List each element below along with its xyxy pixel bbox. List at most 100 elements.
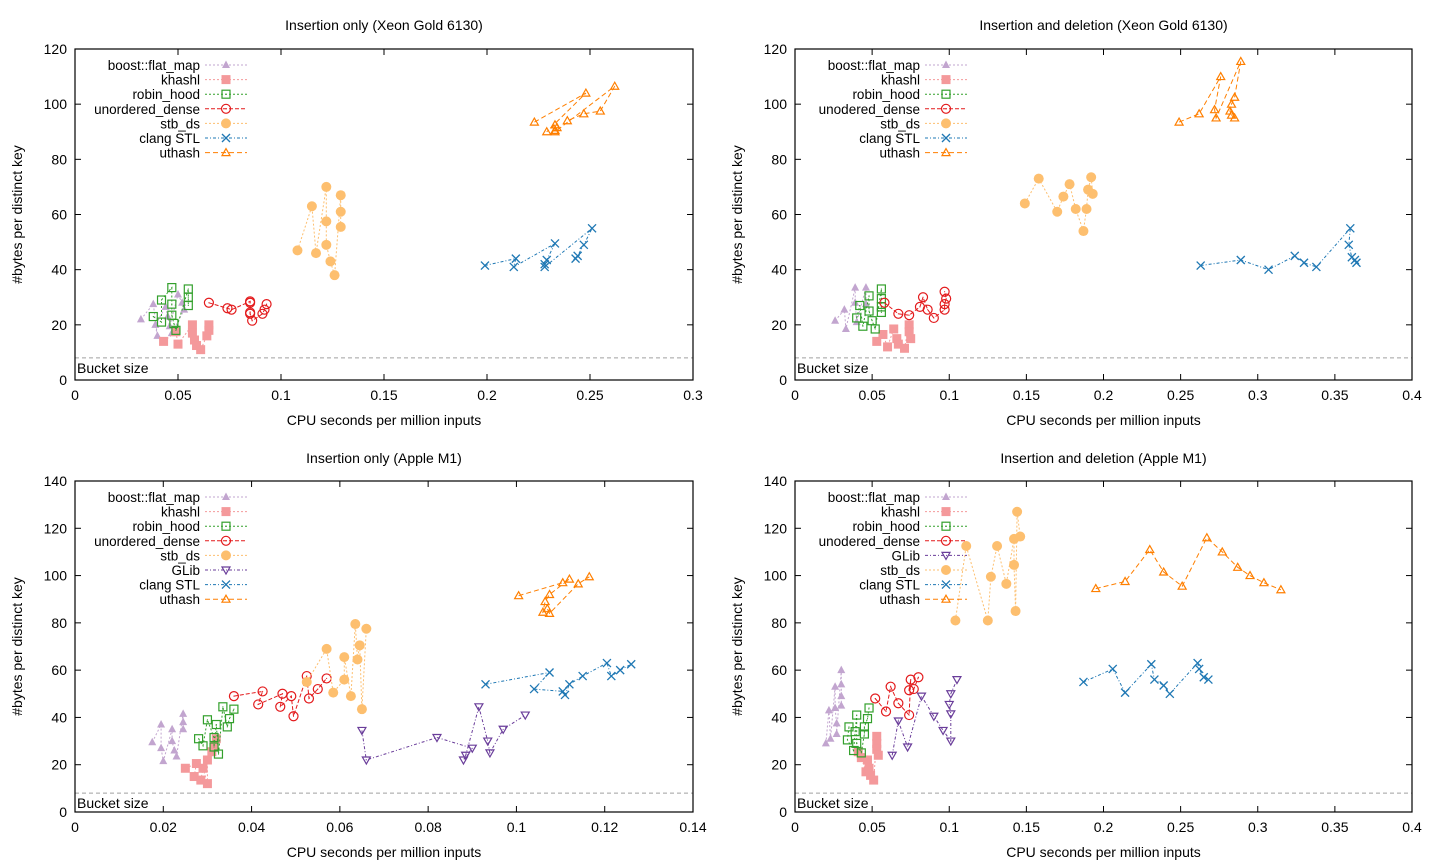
x-tick-label: 0.2 [1094,819,1114,835]
data-point [939,286,950,297]
data-point [1081,203,1092,214]
data-point-center [880,306,882,308]
data-point [179,709,188,717]
data-point-center [922,296,924,298]
data-point [224,714,235,724]
x-tick-label: 0 [71,819,79,835]
data-point [481,679,490,689]
plot-frame [794,480,1413,813]
data-point [1159,681,1169,690]
data-point [148,311,158,322]
data-point [1064,179,1075,190]
data-point [872,744,882,754]
series-line [361,704,526,761]
data-point [880,706,892,717]
y-tick-label: 40 [51,709,67,725]
data-point [941,293,952,304]
data-point-center [927,309,929,311]
chart-panel: Insertion only (Xeon Gold 6130) Bucket si… [9,17,703,428]
data-point [831,703,840,711]
y-tick-label: 100 [44,568,68,584]
data-point [458,756,469,766]
series-stb-ds [292,181,346,281]
data-point [196,345,206,355]
x-tick-label: 0.02 [150,819,177,835]
data-point [540,596,551,606]
data-point [852,317,861,326]
series-khashl [872,320,916,353]
data-point-center [213,737,215,739]
data-point [213,749,224,759]
data-point [1299,258,1309,268]
data-point [173,339,183,349]
data-point-center [944,291,946,293]
legend-marker [220,566,232,576]
data-point [345,691,356,702]
series-line [874,677,919,717]
data-point [1226,98,1237,108]
data-point [209,732,219,743]
data-point [859,729,870,739]
data-point [571,254,581,264]
data-point [545,668,554,677]
data-point [1217,546,1228,556]
data-point [509,262,519,272]
legend-item: stb_ds [880,563,967,578]
data-point [945,737,956,747]
data-point [856,748,866,758]
data-point [329,270,340,281]
data-point [159,336,169,346]
data-point [602,658,612,668]
data-point [1070,203,1081,214]
data-point [1235,56,1246,66]
legend-marker [221,580,231,590]
data-point [1215,71,1226,81]
data-point [1086,172,1097,183]
legend-item: uthash [879,146,967,161]
data-point [544,608,555,618]
data-point [855,300,865,311]
data-point [1258,577,1269,587]
y-tick-label: 120 [44,41,68,57]
data-point [189,772,199,782]
y-tick-label: 100 [44,96,68,112]
data-point [939,304,950,315]
legend-item: unordered_dense [94,102,247,117]
series-clang-stl [1078,658,1213,699]
data-point-center [249,300,251,302]
data-point [335,221,346,232]
legend-item: boost::flat_map [828,490,967,505]
data-point-center [860,752,862,754]
y-tick-label: 60 [51,662,67,678]
data-point [1209,104,1220,114]
data-point-center [225,540,227,542]
x-tick-label: 0.06 [326,819,353,835]
data-point [520,711,531,721]
data-point [275,701,286,712]
data-point [862,755,872,765]
legend-marker [941,565,951,575]
data-point [864,291,874,301]
y-tick-label: 80 [51,151,67,167]
data-point [1052,206,1063,217]
data-point-center [225,93,227,95]
series-line [518,576,590,615]
data-point [1229,112,1240,122]
series-unordered-dense [228,670,332,722]
data-point [837,691,846,700]
y-tick-label: 60 [771,662,787,678]
data-point-center [944,303,946,305]
data-point [982,615,993,626]
x-tick-label: 0.35 [1321,819,1348,835]
data-point-center [848,726,850,728]
data-point-center [945,540,947,542]
data-point [1090,583,1101,593]
data-point [872,738,882,748]
data-point [544,589,555,599]
data-point [306,201,317,212]
x-tick-label: 0.04 [238,819,265,835]
data-point-center [874,698,876,700]
legend-item: stb_ds [160,116,247,131]
legend-item: boost::flat_map [828,58,967,73]
data-point [961,541,972,552]
